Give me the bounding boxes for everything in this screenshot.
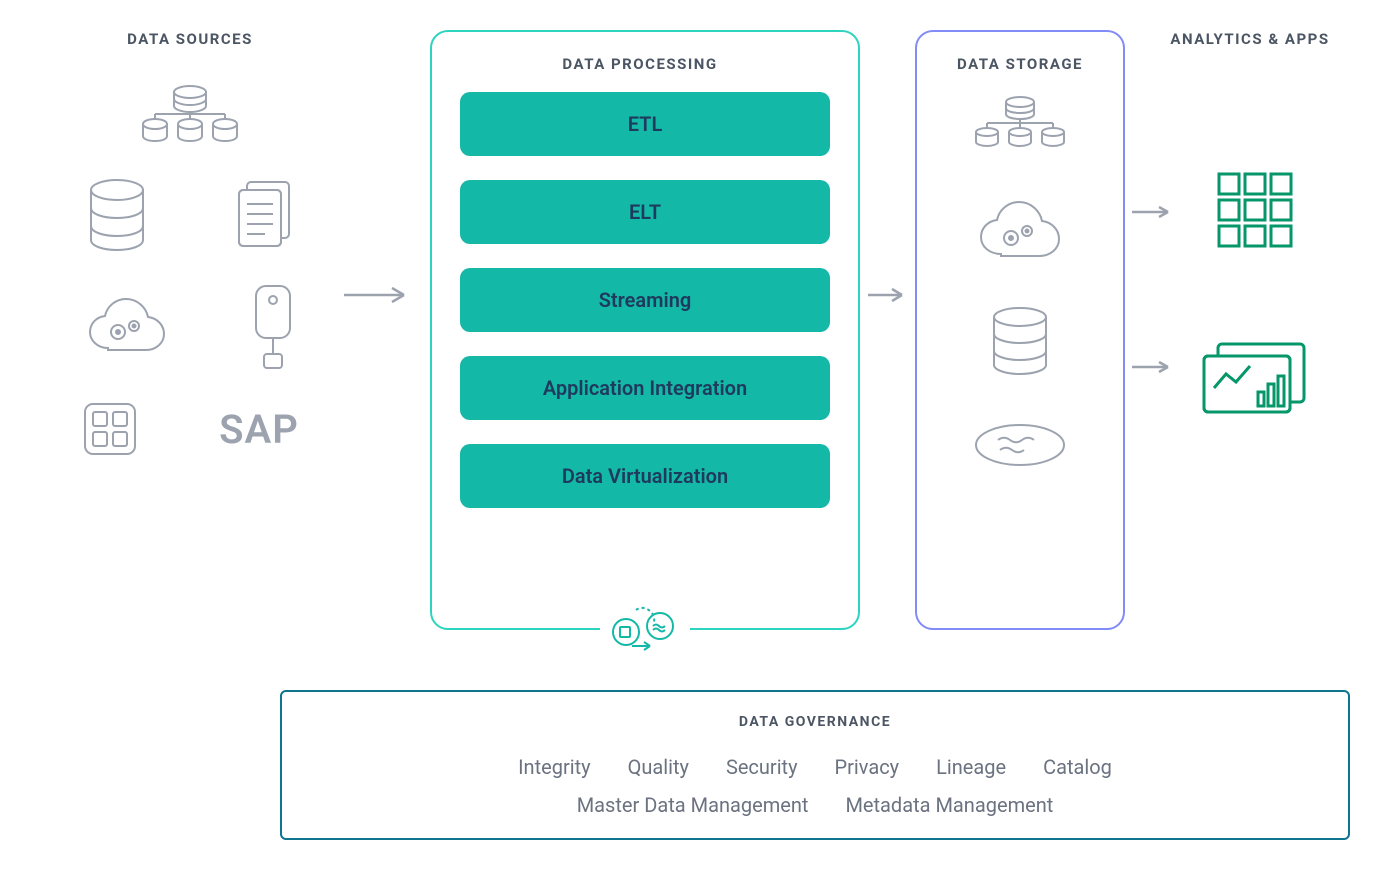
governance-items: Integrity Quality Security Privacy Linea… [302,748,1328,824]
app-tiles-icon [81,400,139,458]
governance-row-2: Master Data Management Metadata Manageme… [302,786,1328,824]
gov-privacy: Privacy [835,755,900,779]
governance-title: DATA GOVERNANCE [302,714,1328,730]
analytics-title: ANALYTICS & APPS [1150,30,1350,48]
database-cylinder-icon [85,178,149,254]
arrow-storage-grid [1130,200,1180,224]
gov-quality: Quality [628,755,689,779]
storage-cloud-icon [975,198,1065,264]
gov-metadata: Metadata Management [845,793,1053,817]
analytics-column [1180,170,1330,416]
arrow-sources-processing [340,280,420,310]
storage-cluster-icon [965,92,1075,156]
proc-item-app-integration: Application Integration [460,356,830,420]
proc-item-virtualization: Data Virtualization [460,444,830,508]
arrow-processing-storage [866,280,912,310]
sap-label: SAP [219,406,299,453]
gov-security: Security [726,755,798,779]
grid-tiles-icon [1215,170,1295,250]
server-node-icon [250,282,296,372]
sources-title: DATA SOURCES [50,30,330,48]
diagram-canvas: DATA SOURCES DATA PROCESSING DATA STORAG… [0,0,1376,871]
proc-item-elt: ELT [460,180,830,244]
dashboard-charts-icon [1200,340,1310,416]
gov-catalog: Catalog [1043,755,1112,779]
storage-panel [915,30,1125,630]
sources-column: SAP [50,80,330,458]
database-cluster-icon [130,80,250,150]
processing-panel: ETL ELT Streaming Application Integratio… [430,30,860,630]
arrow-storage-dash [1130,355,1180,379]
gov-integrity: Integrity [518,755,591,779]
data-lake-icon [970,420,1070,470]
documents-icon [229,178,295,254]
storage-db-icon [988,306,1052,378]
gov-lineage: Lineage [936,755,1006,779]
gov-mdm: Master Data Management [577,793,809,817]
data-flow-badge-icon [600,600,690,656]
cloud-gears-icon [84,294,170,360]
proc-item-streaming: Streaming [460,268,830,332]
proc-item-etl: ETL [460,92,830,156]
governance-row-1: Integrity Quality Security Privacy Linea… [302,748,1328,786]
governance-panel: DATA GOVERNANCE Integrity Quality Securi… [280,690,1350,840]
